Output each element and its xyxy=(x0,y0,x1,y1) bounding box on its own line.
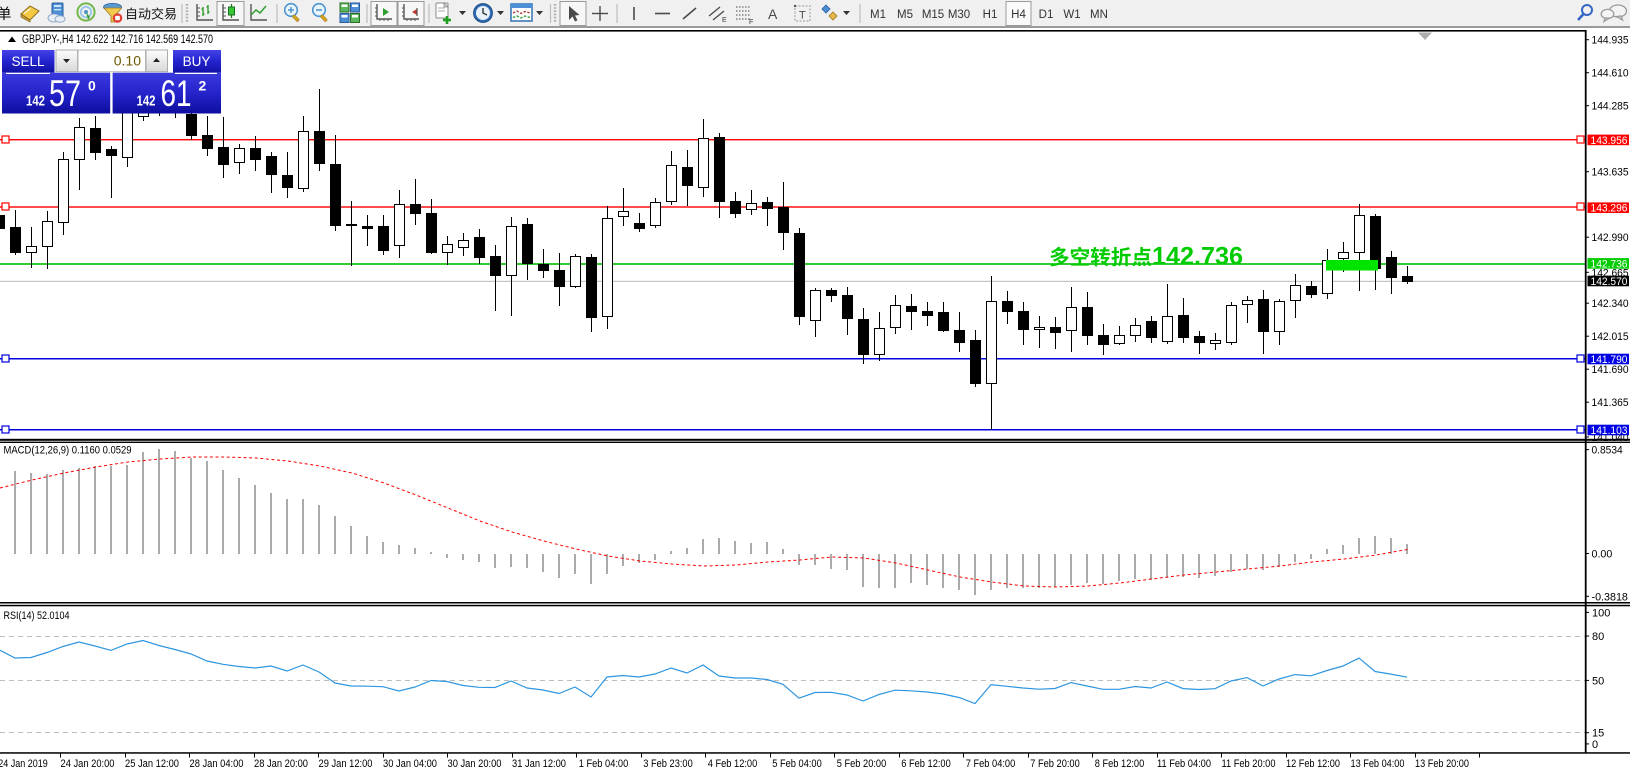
svg-text:142.340: 142.340 xyxy=(1592,298,1629,310)
svg-text:141.103: 141.103 xyxy=(1591,425,1628,437)
svg-text:61: 61 xyxy=(161,73,192,114)
svg-text:11 Feb 20:00: 11 Feb 20:00 xyxy=(1222,758,1276,770)
svg-text:5 Feb 20:00: 5 Feb 20:00 xyxy=(837,758,887,770)
svg-text:142: 142 xyxy=(137,93,156,110)
svg-text:H4: H4 xyxy=(1011,9,1026,21)
svg-text:31 Jan 12:00: 31 Jan 12:00 xyxy=(512,758,566,770)
svg-text:0: 0 xyxy=(1592,739,1598,751)
svg-text:0.00: 0.00 xyxy=(1592,549,1613,561)
svg-text:M30: M30 xyxy=(948,9,970,21)
svg-text:50: 50 xyxy=(1592,675,1604,687)
svg-text:GBPJPY-,H4 142.622 142.716 14: GBPJPY-,H4 142.622 142.716 142.569 142.5… xyxy=(22,34,213,46)
svg-text:MN: MN xyxy=(1090,9,1108,21)
svg-text:7 Feb 04:00: 7 Feb 04:00 xyxy=(966,758,1016,770)
svg-text:29 Jan 12:00: 29 Jan 12:00 xyxy=(319,758,373,770)
svg-text:144.610: 144.610 xyxy=(1592,68,1629,80)
svg-text:57: 57 xyxy=(49,73,81,114)
svg-text:15: 15 xyxy=(1592,728,1604,740)
svg-text:142.990: 142.990 xyxy=(1592,232,1629,244)
svg-text:143.296: 143.296 xyxy=(1591,203,1628,215)
svg-text:141.365: 141.365 xyxy=(1592,397,1629,409)
svg-text:BUY: BUY xyxy=(183,54,211,69)
svg-text:2: 2 xyxy=(199,78,207,94)
svg-text:25 Jan 12:00: 25 Jan 12:00 xyxy=(125,758,179,770)
svg-text:28 Jan 04:00: 28 Jan 04:00 xyxy=(190,758,244,770)
svg-text:0.8534: 0.8534 xyxy=(1592,445,1623,457)
svg-text:8 Feb 12:00: 8 Feb 12:00 xyxy=(1095,758,1145,770)
svg-text:144.935: 144.935 xyxy=(1592,35,1629,47)
svg-text:143.635: 143.635 xyxy=(1592,167,1629,179)
svg-text:W1: W1 xyxy=(1063,9,1080,21)
svg-text:142: 142 xyxy=(26,93,45,110)
svg-text:24 Jan 20:00: 24 Jan 20:00 xyxy=(61,758,115,770)
svg-text:T: T xyxy=(799,10,806,22)
svg-text:142.015: 142.015 xyxy=(1592,331,1629,343)
svg-text:142.736: 142.736 xyxy=(1152,243,1243,271)
svg-text:M1: M1 xyxy=(870,9,886,21)
svg-text:11 Feb 04:00: 11 Feb 04:00 xyxy=(1157,758,1211,770)
svg-text:12 Feb 12:00: 12 Feb 12:00 xyxy=(1286,758,1340,770)
svg-text:M15: M15 xyxy=(922,9,944,21)
svg-text:80: 80 xyxy=(1592,631,1604,643)
svg-text:4 Feb 12:00: 4 Feb 12:00 xyxy=(708,758,758,770)
svg-text:D1: D1 xyxy=(1039,9,1054,21)
svg-text:142.570: 142.570 xyxy=(1591,276,1628,288)
svg-text:M5: M5 xyxy=(897,9,913,21)
svg-text:24 Jan 2019: 24 Jan 2019 xyxy=(0,758,48,770)
svg-text:F: F xyxy=(749,19,753,26)
svg-text:H1: H1 xyxy=(983,9,998,21)
svg-text:E: E xyxy=(722,17,727,24)
svg-text:3 Feb 23:00: 3 Feb 23:00 xyxy=(643,758,693,770)
svg-text:30 Jan 04:00: 30 Jan 04:00 xyxy=(383,758,437,770)
svg-text:0: 0 xyxy=(88,78,96,94)
svg-text:5 Feb 04:00: 5 Feb 04:00 xyxy=(772,758,822,770)
svg-text:MACD(12,26,9) 0.1160 0.0529: MACD(12,26,9) 0.1160 0.0529 xyxy=(4,445,132,457)
svg-text:141.790: 141.790 xyxy=(1591,354,1628,366)
svg-text:1 Feb 04:00: 1 Feb 04:00 xyxy=(579,758,629,770)
svg-text:30 Jan 20:00: 30 Jan 20:00 xyxy=(448,758,502,770)
svg-text:100: 100 xyxy=(1592,607,1610,619)
svg-text:13 Feb 04:00: 13 Feb 04:00 xyxy=(1351,758,1405,770)
svg-text:13 Feb 20:00: 13 Feb 20:00 xyxy=(1415,758,1469,770)
svg-text:A: A xyxy=(768,6,778,22)
svg-text:143.956: 143.956 xyxy=(1591,135,1628,147)
svg-text:141.690: 141.690 xyxy=(1592,364,1629,376)
svg-text:RSI(14) 52.0104: RSI(14) 52.0104 xyxy=(4,610,70,622)
svg-text:142.736: 142.736 xyxy=(1591,258,1628,270)
svg-text:144.285: 144.285 xyxy=(1592,101,1629,113)
svg-text:6 Feb 12:00: 6 Feb 12:00 xyxy=(901,758,951,770)
svg-text:SELL: SELL xyxy=(11,54,45,69)
svg-text:7 Feb 20:00: 7 Feb 20:00 xyxy=(1030,758,1080,770)
svg-text:-0.3818: -0.3818 xyxy=(1592,591,1628,603)
svg-text:28 Jan 20:00: 28 Jan 20:00 xyxy=(254,758,308,770)
svg-text:0.10: 0.10 xyxy=(114,53,141,69)
